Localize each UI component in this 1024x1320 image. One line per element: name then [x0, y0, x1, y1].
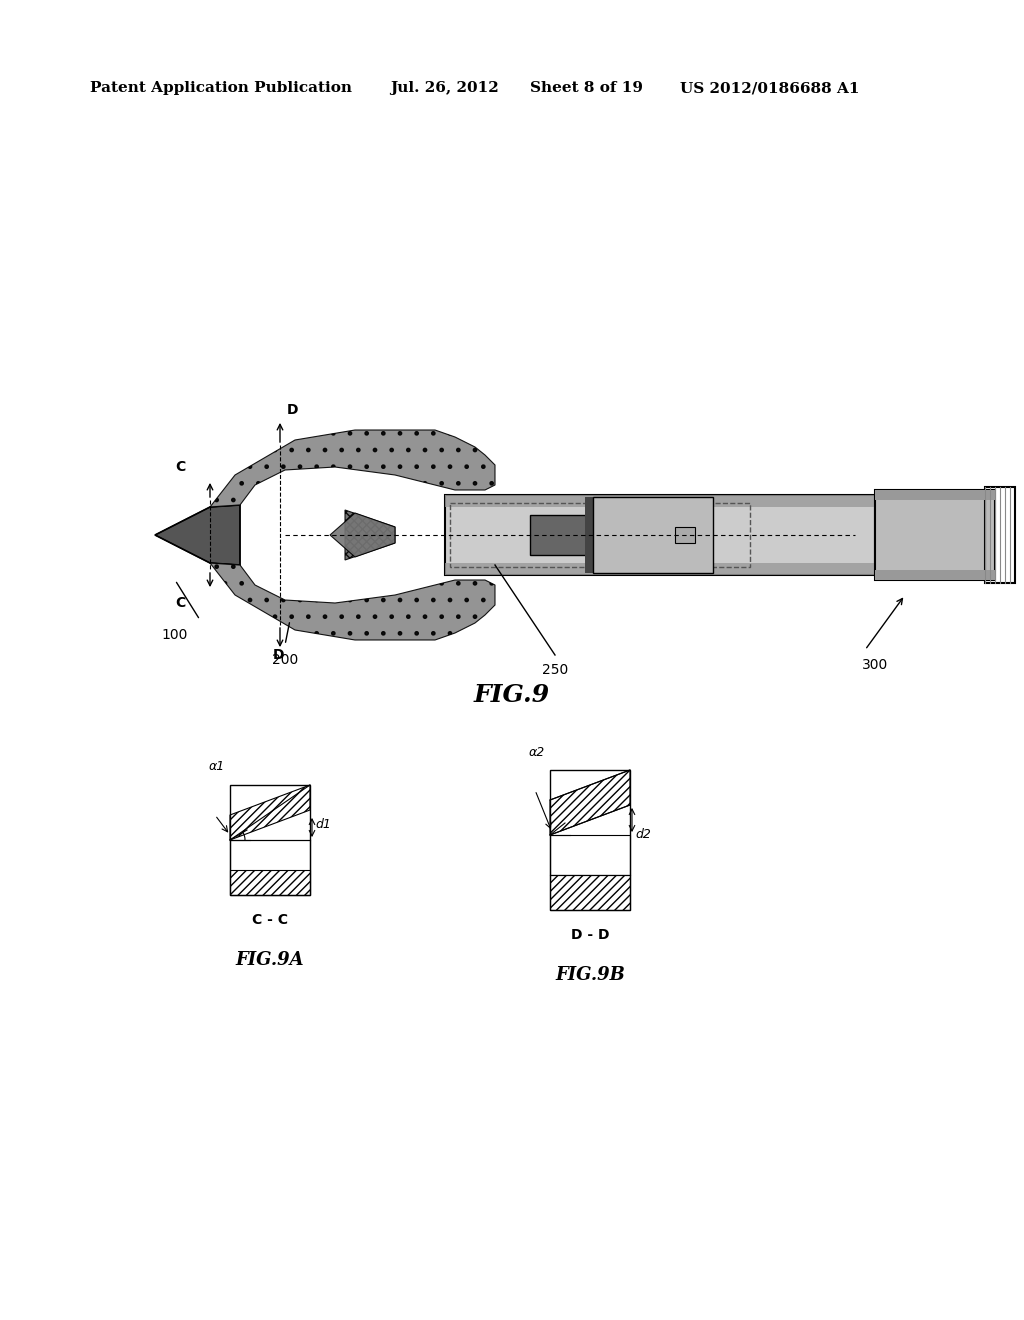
Text: US 2012/0186688 A1: US 2012/0186688 A1 — [680, 81, 859, 95]
Bar — [450, 503, 750, 568]
Text: Patent Application Publication: Patent Application Publication — [90, 81, 352, 95]
Text: 100: 100 — [162, 628, 188, 642]
Polygon shape — [345, 510, 395, 560]
Text: C - C: C - C — [252, 913, 288, 927]
Bar — [445, 564, 874, 576]
Bar — [550, 836, 630, 875]
Bar — [550, 875, 630, 909]
Bar — [530, 515, 590, 554]
Polygon shape — [210, 564, 495, 640]
Polygon shape — [155, 506, 240, 565]
Bar — [585, 498, 593, 573]
Polygon shape — [550, 770, 630, 836]
Text: C: C — [175, 597, 185, 610]
Text: Sheet 8 of 19: Sheet 8 of 19 — [530, 81, 643, 95]
Text: 200: 200 — [272, 653, 298, 667]
Bar — [445, 495, 874, 576]
Bar — [675, 527, 695, 543]
Polygon shape — [210, 430, 495, 507]
Bar — [230, 840, 310, 895]
Text: FIG.9A: FIG.9A — [236, 950, 304, 969]
Bar — [593, 498, 713, 573]
Bar — [874, 570, 995, 579]
Bar — [874, 490, 995, 500]
Text: D: D — [272, 648, 284, 663]
Text: 250: 250 — [542, 663, 568, 677]
Bar — [550, 770, 630, 909]
Text: α2: α2 — [528, 746, 545, 759]
Polygon shape — [230, 785, 310, 840]
Bar — [230, 785, 310, 895]
Text: FIG.9: FIG.9 — [474, 682, 550, 708]
Text: d2: d2 — [635, 829, 651, 842]
Bar — [445, 495, 874, 507]
Text: α1: α1 — [209, 760, 225, 774]
Bar — [230, 870, 310, 895]
Text: D: D — [287, 403, 298, 417]
Text: Jul. 26, 2012: Jul. 26, 2012 — [390, 81, 499, 95]
Text: 300: 300 — [862, 657, 888, 672]
Text: d1: d1 — [315, 818, 331, 832]
Text: D - D: D - D — [570, 928, 609, 942]
Bar — [985, 487, 1015, 583]
Text: FIG.9B: FIG.9B — [555, 966, 625, 983]
Text: C: C — [175, 459, 185, 474]
Polygon shape — [330, 513, 395, 557]
Bar — [874, 490, 995, 579]
